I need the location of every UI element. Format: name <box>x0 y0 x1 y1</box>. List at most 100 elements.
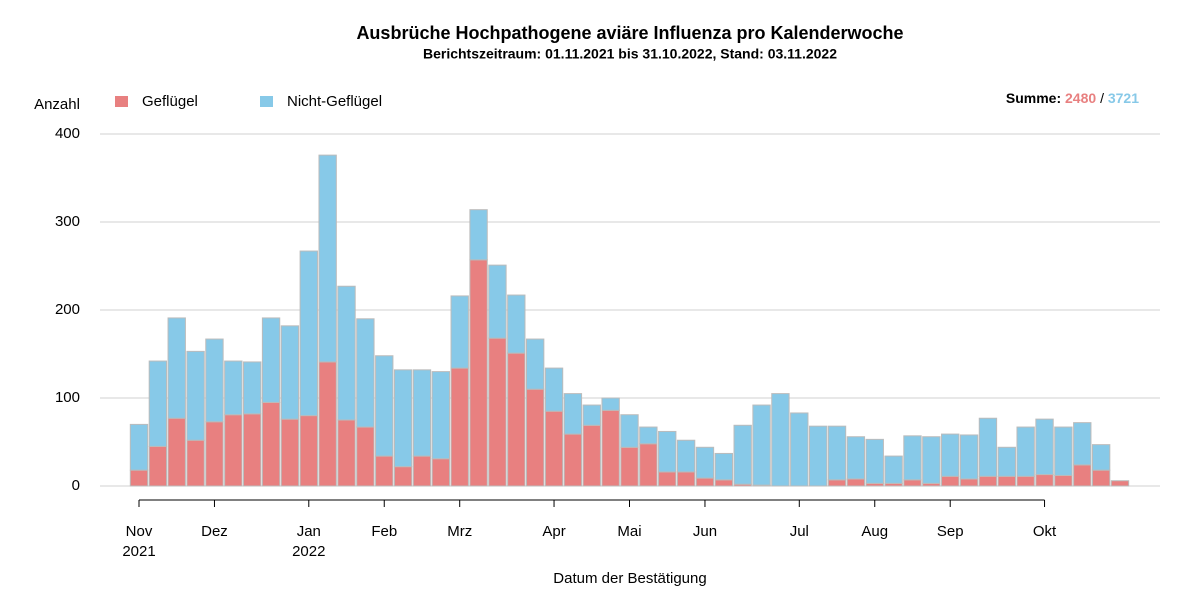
bar-segment <box>205 421 224 487</box>
bar-segment <box>337 419 356 487</box>
bar-segment <box>639 426 658 445</box>
bar-segment <box>752 404 771 486</box>
bar-segment <box>525 338 545 390</box>
y-tick-label: 0 <box>72 477 80 494</box>
bar-segment <box>941 433 960 477</box>
bar-segment <box>412 369 432 457</box>
bar-segment <box>318 154 337 363</box>
bar-segment <box>846 436 866 480</box>
bar-segment <box>1054 474 1073 487</box>
bar-segment <box>318 361 337 487</box>
x-tick-label: Mai <box>617 523 641 540</box>
bar-segment <box>1016 426 1035 477</box>
bar-segment <box>1073 422 1092 466</box>
bar-segment <box>978 417 998 477</box>
legend-label: Nicht-Geflügel <box>287 93 382 110</box>
bar-segment <box>620 446 639 487</box>
bar-segment <box>186 350 205 441</box>
bar-segment <box>412 455 432 487</box>
bar-segment <box>695 446 715 479</box>
y-tick-label: 100 <box>55 389 80 406</box>
bar-segment <box>525 388 545 487</box>
bar-segment <box>507 352 526 487</box>
y-axis-label: Anzahl <box>34 96 80 113</box>
x-tick-label: Jan <box>297 523 321 540</box>
bar-segment <box>846 478 866 487</box>
bar-segment <box>1035 474 1054 487</box>
y-tick-label: 200 <box>55 301 80 318</box>
bar-segment <box>865 438 884 484</box>
bar-segment <box>639 443 658 487</box>
bar-segment <box>959 434 979 480</box>
bar-segment <box>544 410 564 487</box>
x-tick-label: Mrz <box>447 523 472 540</box>
sum-separator: / <box>1100 90 1104 106</box>
bar-segment <box>997 446 1016 477</box>
bar-segment <box>827 425 847 481</box>
bar-segment <box>450 295 469 369</box>
legend-swatch <box>260 96 273 107</box>
x-tick-label: Jun <box>693 523 717 540</box>
x-tick-label: Nov <box>126 523 153 540</box>
y-tick-label: 300 <box>55 213 80 230</box>
x-tick-label: 2021 <box>122 543 155 560</box>
bar-segment <box>922 436 941 484</box>
bar-segment <box>356 426 375 487</box>
bar-segment <box>978 475 998 487</box>
bar-segment <box>129 423 149 471</box>
bar-segment <box>563 433 583 487</box>
bar-segment <box>903 479 922 487</box>
legend-label: Geflügel <box>142 93 198 110</box>
bar-segment <box>1054 426 1073 476</box>
x-axis-label: Datum der Bestätigung <box>553 570 706 587</box>
bar-segment <box>431 371 451 460</box>
bar-segment <box>563 393 583 435</box>
bar-segment <box>1073 464 1092 487</box>
bar-segment <box>375 355 394 457</box>
bar-segment <box>299 415 318 487</box>
bar-segment <box>1091 444 1111 471</box>
x-tick-label: Okt <box>1033 523 1057 540</box>
bar-segment <box>507 294 526 354</box>
bar-segment <box>148 445 168 487</box>
bar-segment <box>224 360 243 416</box>
x-tick-label: Sep <box>937 523 964 540</box>
bar-segment <box>1035 418 1054 476</box>
bar-segment <box>582 424 601 487</box>
bar-segment <box>884 455 903 484</box>
bar-segment <box>356 318 375 428</box>
bar-segment <box>261 317 281 403</box>
bar-segment <box>1091 469 1111 487</box>
bar-segment <box>903 435 922 481</box>
chart-subtitle: Berichtszeitraum: 01.11.2021 bis 31.10.2… <box>423 46 837 62</box>
sum-text: Summe: 2480 / 3721 <box>1006 90 1139 106</box>
x-tick-label: Jul <box>790 523 809 540</box>
bar-segment <box>714 479 734 487</box>
bar-segment <box>997 475 1016 487</box>
sum-value: 2480 <box>1065 90 1096 106</box>
bar-segment <box>676 439 696 473</box>
bar-segment <box>469 209 488 261</box>
bar-segment <box>808 425 828 487</box>
bar-segment <box>582 404 601 426</box>
x-tick-label: Apr <box>542 523 565 540</box>
bar-segment <box>450 367 469 487</box>
bar-segment <box>658 471 677 487</box>
bar-segment <box>186 439 205 487</box>
bar-segment <box>431 458 451 487</box>
bar-segment <box>601 397 620 411</box>
chart-title: Ausbrüche Hochpathogene aviäre Influenza… <box>356 23 903 43</box>
bar-segment <box>393 466 413 487</box>
bar-segment <box>488 264 507 339</box>
sum-value: 3721 <box>1108 90 1139 106</box>
bar-segment <box>167 417 186 487</box>
bar-segment <box>1110 480 1130 487</box>
bar-segment <box>544 367 564 412</box>
bar-segment <box>261 401 281 487</box>
bar-segment <box>620 414 639 448</box>
bar-segment <box>224 414 243 487</box>
bar-segment <box>337 285 356 421</box>
bar-segment <box>941 475 960 487</box>
x-tick-label: Aug <box>861 523 888 540</box>
